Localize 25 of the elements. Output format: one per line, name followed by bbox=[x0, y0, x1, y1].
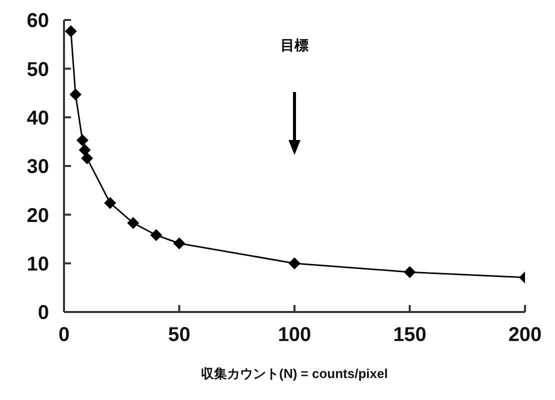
x-tick-label: 0 bbox=[58, 324, 70, 346]
point bbox=[173, 237, 186, 250]
x-tick-label: 50 bbox=[168, 324, 190, 346]
point bbox=[78, 144, 91, 156]
annotation: 目標 bbox=[280, 37, 308, 53]
point bbox=[104, 196, 116, 209]
point bbox=[70, 88, 82, 100]
point bbox=[81, 152, 94, 164]
point bbox=[64, 25, 77, 38]
y-tick-label: 30 bbox=[26, 156, 49, 178]
point bbox=[288, 257, 300, 270]
y-tick-label: 0 bbox=[38, 302, 49, 324]
point bbox=[76, 134, 88, 146]
point bbox=[127, 216, 140, 229]
point bbox=[404, 266, 416, 278]
y-tick-label: 10 bbox=[26, 253, 49, 276]
point bbox=[150, 229, 162, 242]
y-tick-label: 50 bbox=[26, 58, 49, 81]
x-axis-title: 収集カウント(N) = counts/pixel bbox=[201, 366, 388, 381]
y-tick-label: 40 bbox=[26, 107, 49, 130]
y-tick-label: 20 bbox=[26, 204, 49, 227]
x-tick-label: 200 bbox=[508, 324, 542, 346]
x-tick-label: 150 bbox=[393, 324, 426, 346]
x-tick-label: 100 bbox=[278, 324, 312, 346]
y-tick-label: 60 bbox=[26, 10, 49, 32]
